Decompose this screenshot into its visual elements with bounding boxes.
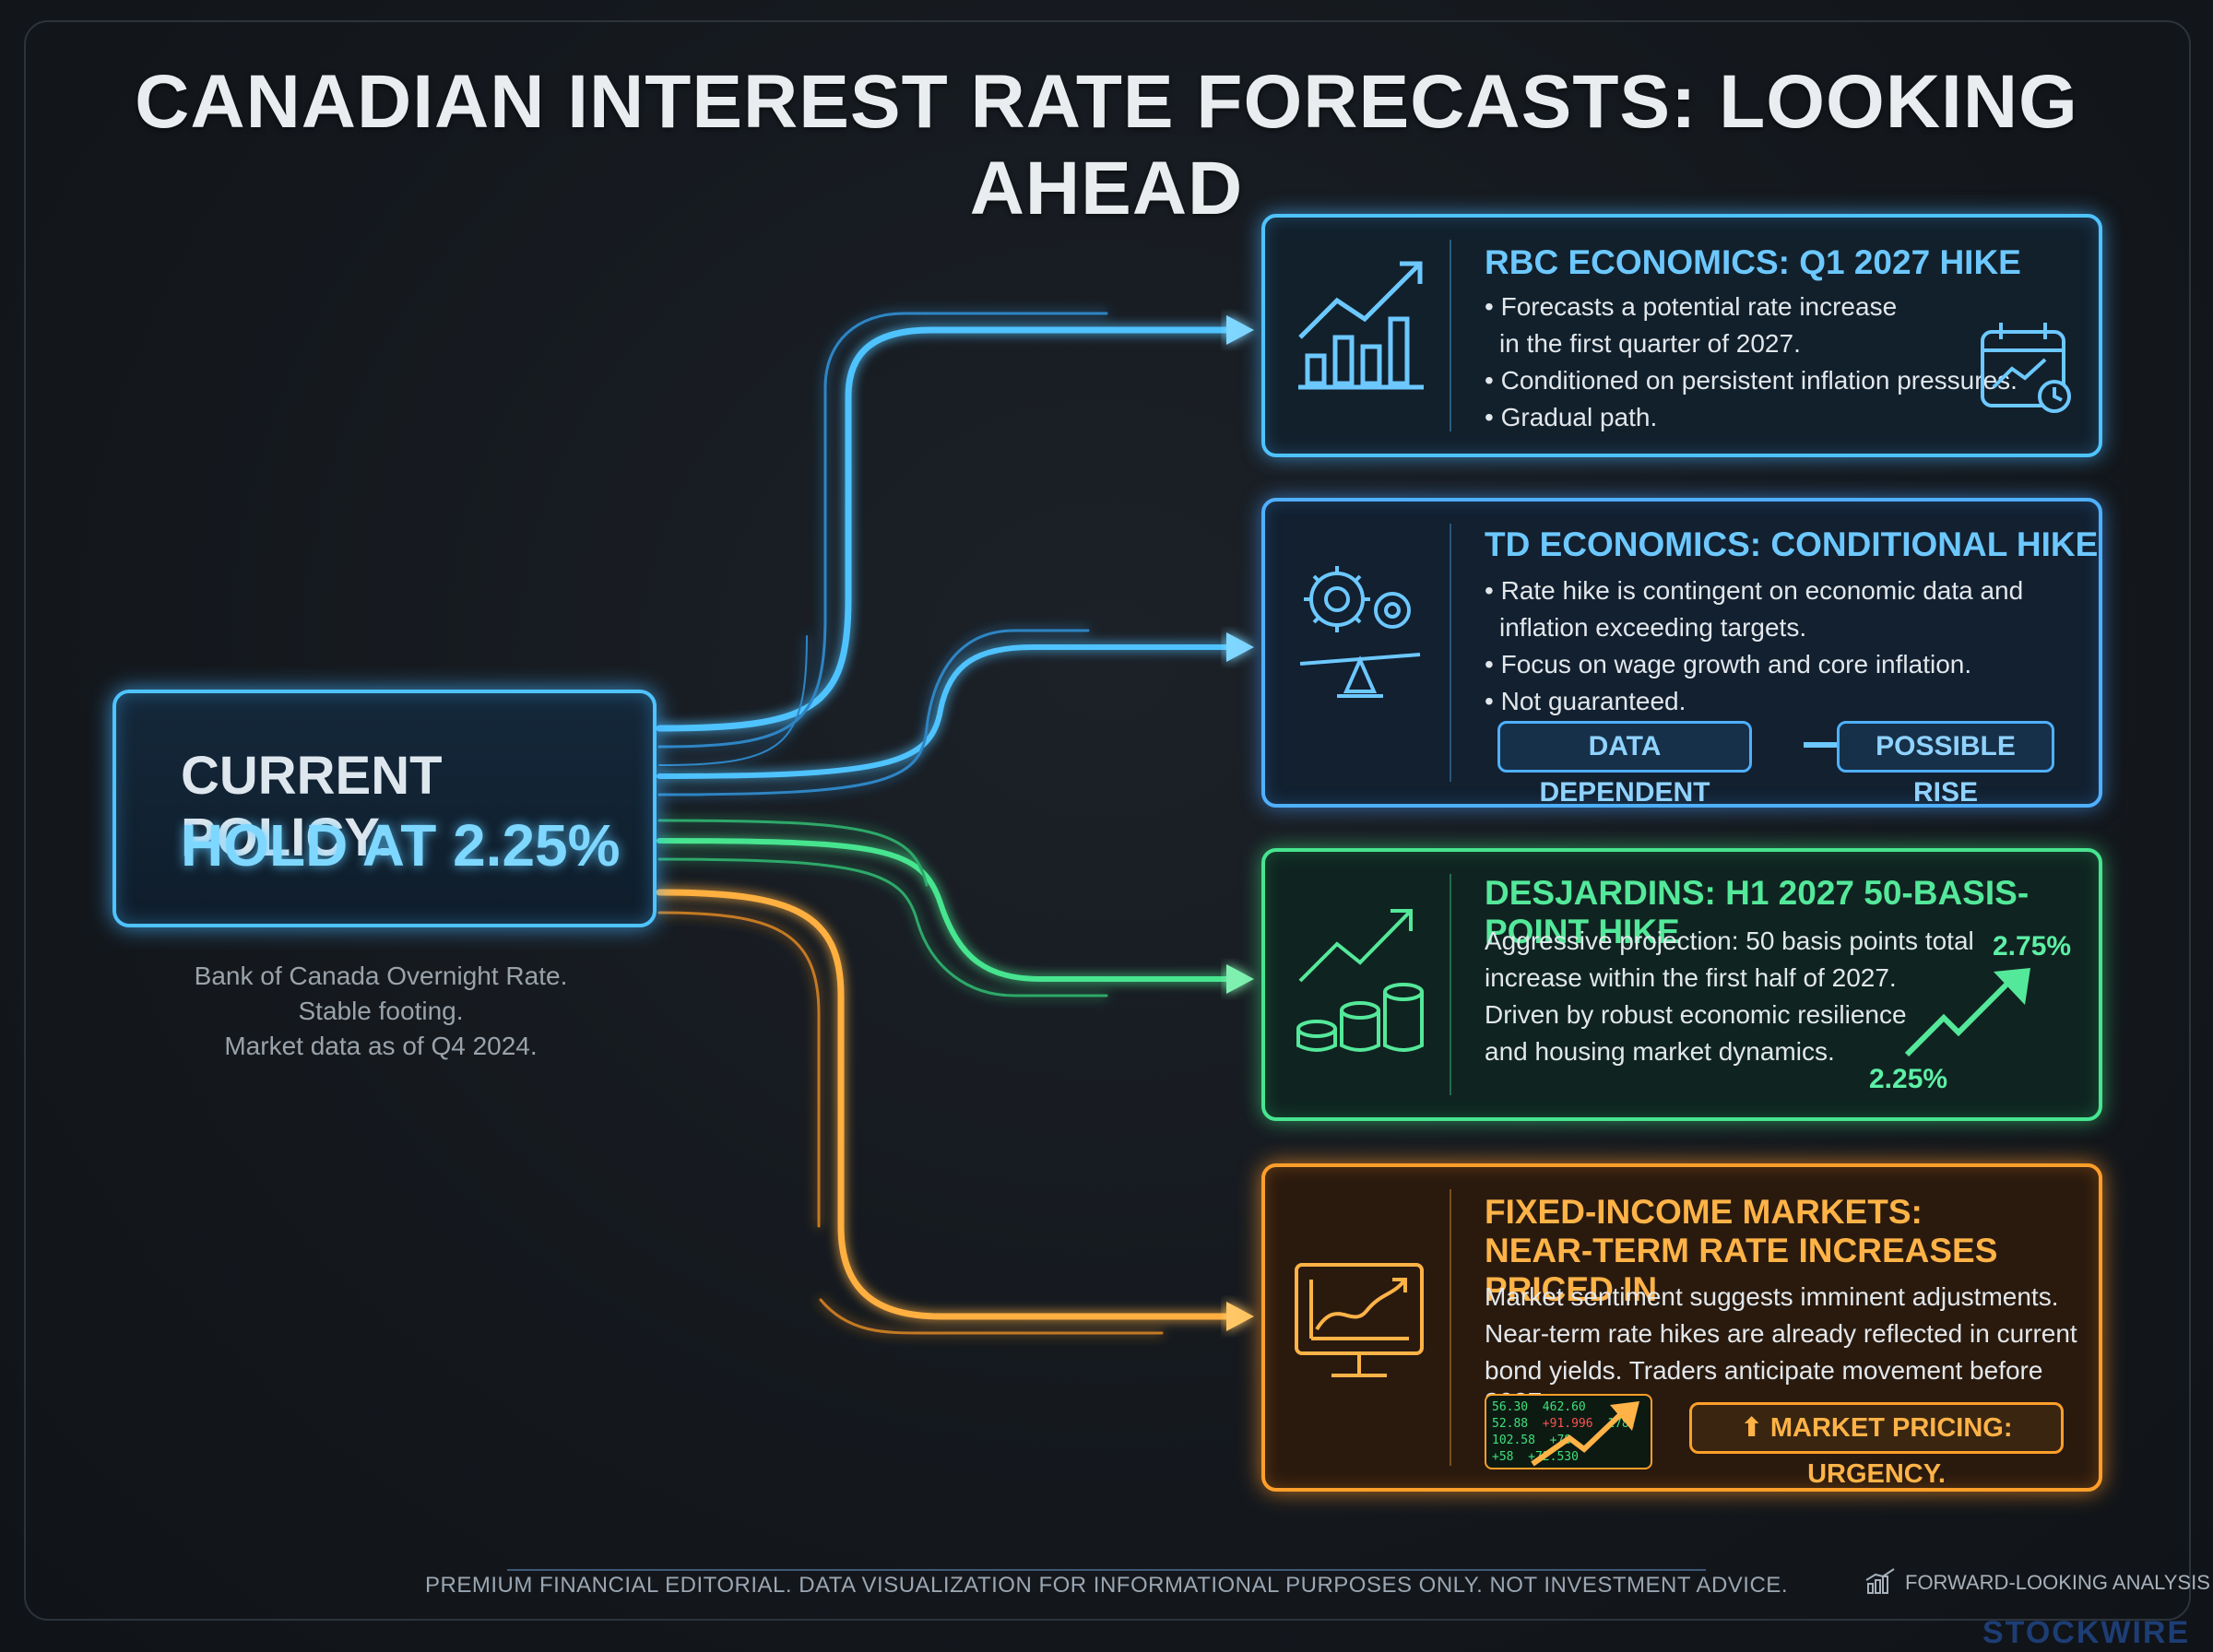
td-bullet: inflation exceeding targets. [1499,613,1807,642]
card-divider [1450,1189,1451,1466]
rate-low: 2.25% [1869,1064,1948,1094]
ticker-arrow-icon [1531,1401,1639,1467]
card-divider [1450,874,1451,1095]
td-bullets: Rate hike is contingent on economic data… [1485,575,2023,723]
fixed-income-heading-line1: FIXED-INCOME MARKETS: [1485,1193,1923,1231]
outer-frame [24,20,2191,1621]
data-dependent-pill: DATA DEPENDENT [1497,721,1752,808]
urgency-label: MARKET PRICING: URGENCY. [1769,1413,2013,1489]
possible-rise-pill: POSSIBLE RISE [1837,721,2054,808]
up-arrow-icon: ⬆ [1740,1413,1763,1443]
policy-note: Market data as of Q4 2024. [224,1032,538,1060]
policy-notes: Bank of Canada Overnight Rate. Stable fo… [112,959,649,1064]
td-bullet: Not guaranteed. [1485,686,2023,717]
td-bullet: Focus on wage growth and core inflation. [1485,649,2023,680]
bar-chart-arrow-icon [1298,261,1424,390]
flow-rbc [656,312,1230,766]
ticker-value: 52.88 [1492,1417,1529,1431]
desjardins-line: Driven by robust economic resilience [1485,1000,1907,1029]
page-title: CANADIAN INTEREST RATE FORECASTS: LOOKIN… [135,60,2078,230]
rbc-card: RBC ECONOMICS: Q1 2027 HIKE Forecasts a … [1261,214,2102,457]
calendar-chart-icon [1981,323,2071,413]
coins-arrow-icon [1296,909,1424,1052]
chart-icon [1865,1568,1895,1594]
monitor-chart-icon [1295,1263,1424,1377]
desjardins-line: and housing market dynamics. [1485,1037,1835,1066]
fixed-income-line: Market sentiment suggests imminent adjus… [1485,1282,2059,1311]
desjardins-card: DESJARDINS: H1 2027 50-BASIS-POINT HIKE … [1261,848,2102,1121]
arrow-fixed-income [1226,1302,1254,1331]
flow-desjardins [657,819,1229,997]
arrow-td [1226,632,1254,662]
fixed-income-card: FIXED-INCOME MARKETS: NEAR-TERM RATE INC… [1261,1163,2102,1492]
rbc-bullet: Conditioned on persistent inflation pres… [1485,365,2018,396]
zigzag-arrow-icon [1904,968,2030,1057]
rbc-heading: RBC ECONOMICS: Q1 2027 HIKE [1485,243,2021,281]
arrow-desjardins [1226,964,1254,994]
policy-note: Stable footing. [298,997,464,1025]
rbc-bullet: Forecasts a potential rate increase [1485,291,2018,323]
forward-looking-label: FORWARD-LOOKING ANALYSIS [1905,1571,2210,1594]
desjardins-heading: DESJARDINS: H1 2027 50-BASIS-POINT HIKE [1485,874,2030,950]
rbc-bullet: Gradual path. [1485,402,2018,433]
td-bullet: Rate hike is contingent on economic data… [1485,575,2024,607]
arrow-rbc [1226,315,1254,345]
td-card: TD ECONOMICS: CONDITIONAL HIKE Rate hike… [1261,498,2102,808]
ticker-value: 102.58 [1492,1434,1535,1447]
brand-logo: STOCKWIRE [1982,1615,2191,1650]
flow-fixed-income [656,889,1230,1335]
td-heading: TD ECONOMICS: CONDITIONAL HIKE [1485,525,2099,563]
desjardins-text: Aggressive projection: 50 basis points t… [1485,926,1974,1073]
gears-balance-icon [1299,566,1421,698]
card-divider [1450,240,1451,431]
rbc-bullet: in the first quarter of 2027. [1499,329,1801,358]
fixed-income-line: Near-term rate hikes are already reflect… [1485,1319,2077,1348]
policy-note: Bank of Canada Overnight Rate. [194,962,568,990]
flow-td [657,629,1229,796]
ticker-value: 56.30 [1492,1400,1529,1414]
fixed-income-heading-line2: NEAR-TERM RATE INCREASES PRICED IN [1485,1232,1998,1308]
footer-bar [507,1569,1706,1608]
fixed-income-text: Market sentiment suggests imminent adjus… [1485,1281,2099,1423]
ticker-value: +91.996 [1542,1417,1593,1431]
urgency-badge: ⬆ MARKET PRICING: URGENCY. [1689,1402,2064,1489]
policy-line-1: CURRENT POLICY: [181,746,443,867]
fixed-income-heading: FIXED-INCOME MARKETS: NEAR-TERM RATE INC… [1485,1193,2099,1309]
policy-line-2: HOLD AT 2.25% [181,812,621,879]
current-policy-panel: CURRENT POLICY: HOLD AT 2.25% [112,690,657,927]
rbc-bullets: Forecasts a potential rate increase in t… [1485,291,2018,439]
card-divider [1450,524,1451,782]
ticker-value: +58 [1492,1450,1514,1464]
ticker-value: 462.60 [1542,1400,1586,1414]
rate-high: 2.75% [1993,931,2072,962]
footer-disclaimer: PREMIUM FINANCIAL EDITORIAL. DATA VISUAL… [425,1573,1788,1598]
desjardins-line: increase within the first half of 2027. [1485,963,1897,992]
ticker-board: 56.30 462.60 52.88 +91.996 178. 102.58 +… [1485,1394,1652,1469]
desjardins-line: Aggressive projection: 50 basis points t… [1485,926,1974,955]
